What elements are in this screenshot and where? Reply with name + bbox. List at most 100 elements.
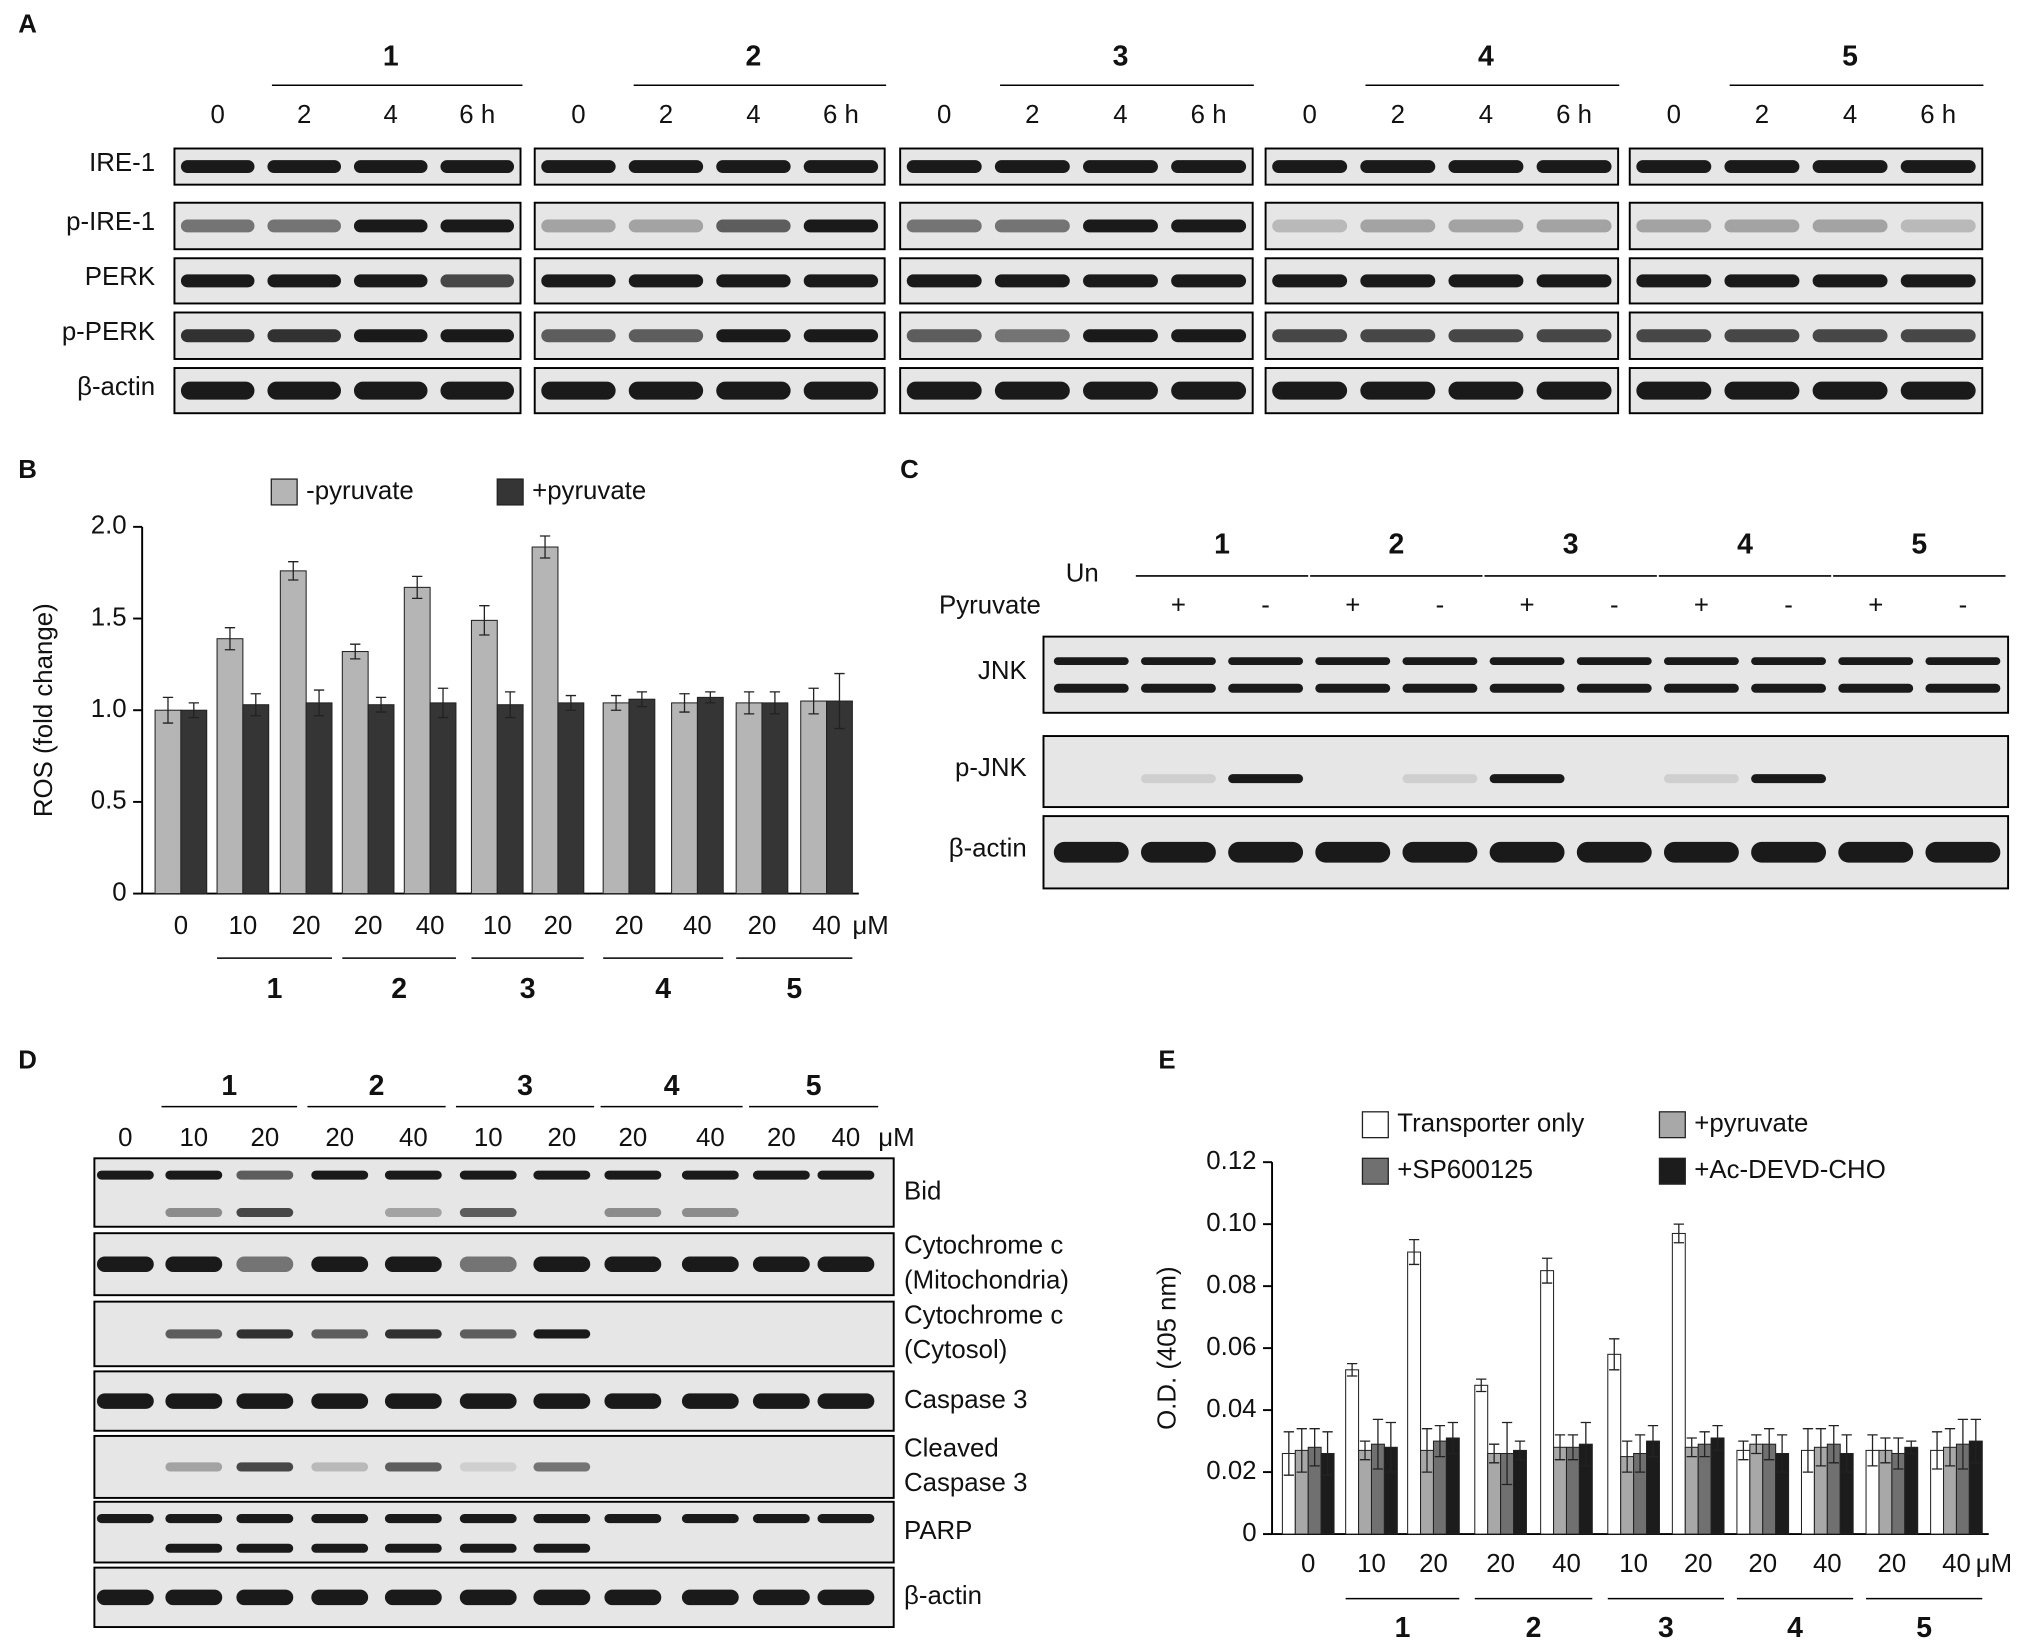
- lane-label: 0: [1302, 101, 1316, 129]
- legend-label: -pyruvate: [306, 477, 414, 505]
- blot-band: [165, 1393, 223, 1409]
- pyruvate-state: -: [1784, 592, 1793, 620]
- compound-label: 2: [1388, 529, 1404, 561]
- error-bar: [162, 696, 174, 724]
- blot-band: [541, 160, 616, 174]
- blot-band: [440, 219, 515, 233]
- error-bar: [1554, 1434, 1566, 1461]
- bar: [826, 700, 853, 895]
- row-label: p-JNK: [955, 754, 1027, 782]
- bar: [367, 704, 395, 895]
- unit-label: μM: [878, 1124, 914, 1152]
- blot-band: [1272, 274, 1348, 288]
- y-tick-label: 0.06: [1206, 1333, 1256, 1361]
- error-bar: [412, 575, 423, 600]
- blot-band: [533, 1256, 591, 1272]
- error-bar: [1957, 1418, 1969, 1470]
- blot-band: [994, 274, 1070, 288]
- error-bar: [1385, 1421, 1397, 1473]
- blot-band: [803, 329, 879, 343]
- pyruvate-state: -: [1959, 592, 1968, 620]
- blot-band: [681, 1256, 739, 1272]
- error-bar: [1906, 1440, 1917, 1455]
- bar: [602, 702, 630, 895]
- blot-band: [1925, 683, 2001, 693]
- blot-band: [353, 329, 428, 343]
- blot-band: [165, 1462, 223, 1472]
- blot-band: [1900, 160, 1976, 174]
- lane-label: 20: [618, 1124, 647, 1152]
- x-tick-label: 10: [483, 912, 512, 940]
- error-bar: [1828, 1424, 1839, 1464]
- blot-box: [93, 1434, 895, 1499]
- error-bar: [375, 696, 387, 713]
- blot-band: [165, 1543, 223, 1553]
- blot-band: [1751, 683, 1827, 693]
- compound-label: 5: [806, 1070, 822, 1102]
- blot-band: [628, 160, 704, 174]
- blot-band: [906, 219, 982, 233]
- y-tick-label: 0.08: [1206, 1271, 1256, 1299]
- blot-band: [541, 219, 616, 233]
- error-bar: [1372, 1418, 1384, 1470]
- panel-label: B: [18, 456, 37, 484]
- blot-band: [353, 219, 428, 233]
- error-bar: [1673, 1223, 1684, 1244]
- blot-band: [311, 1170, 369, 1180]
- blot-band: [1360, 219, 1436, 233]
- blot-band: [384, 1256, 442, 1272]
- blot-band: [1228, 774, 1304, 784]
- blot-band: [604, 1170, 662, 1180]
- bar: [403, 586, 431, 895]
- blot-band: [533, 1462, 591, 1472]
- lane-label: 6 h: [1191, 101, 1227, 129]
- error-bar: [1776, 1434, 1788, 1473]
- x-tick-label: 40: [1552, 1550, 1581, 1578]
- blot-band: [541, 274, 616, 288]
- lane-label: 2: [1025, 101, 1039, 129]
- lane-label: 4: [384, 101, 398, 129]
- error-bar: [769, 691, 781, 715]
- blot-band: [267, 329, 341, 343]
- error-bar: [610, 694, 622, 711]
- blot-band: [311, 1514, 369, 1524]
- blot-band: [311, 1462, 369, 1472]
- bar: [1474, 1384, 1489, 1535]
- error-bar: [1815, 1428, 1827, 1467]
- blot-band: [1812, 274, 1888, 288]
- blot-band: [440, 329, 515, 343]
- blot-band: [906, 274, 982, 288]
- y-tick-label: 0: [1242, 1519, 1256, 1547]
- blot-band: [1171, 160, 1247, 174]
- blot-band: [628, 329, 704, 343]
- bar: [1684, 1446, 1699, 1535]
- blot-band: [165, 1170, 223, 1180]
- x-tick-label: 20: [615, 912, 644, 940]
- x-tick-label: 0: [174, 912, 188, 940]
- error-bar: [1609, 1338, 1620, 1371]
- blot-band: [1489, 683, 1565, 693]
- lane-label: 10: [179, 1124, 208, 1152]
- blot-band: [628, 381, 704, 400]
- pyruvate-state: +: [1345, 592, 1360, 620]
- blot-band: [1140, 841, 1216, 863]
- error-bar: [1408, 1239, 1420, 1266]
- error-bar: [224, 627, 236, 651]
- blot-band: [1171, 219, 1247, 233]
- blot-band: [1083, 274, 1158, 288]
- bar: [216, 638, 244, 895]
- blot-band: [165, 1256, 223, 1272]
- group-label: 4: [1787, 1612, 1803, 1644]
- blot-band: [384, 1170, 442, 1180]
- blot-band: [311, 1393, 369, 1409]
- blot-band: [716, 160, 791, 174]
- blot-band: [384, 1543, 442, 1553]
- bar: [470, 619, 498, 895]
- blot-band: [459, 1589, 517, 1606]
- bar: [1487, 1452, 1502, 1535]
- blot-band: [1489, 774, 1565, 784]
- blot-band: [1448, 381, 1524, 400]
- row-label: IRE-1: [89, 149, 155, 177]
- error-bar: [636, 691, 648, 708]
- y-tick-label: 0.12: [1206, 1147, 1256, 1175]
